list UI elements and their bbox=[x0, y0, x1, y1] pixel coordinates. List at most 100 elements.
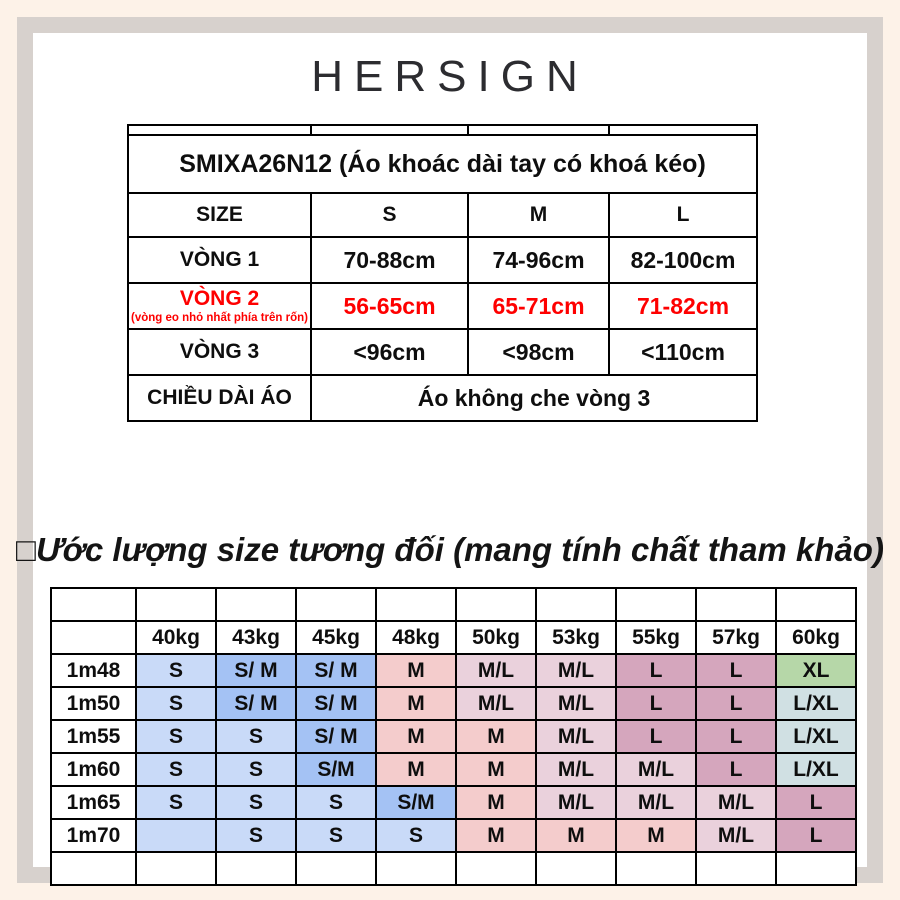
grid-tick bbox=[695, 587, 777, 622]
measure-row-label: VÒNG 1 bbox=[127, 236, 312, 284]
measure-value: <98cm bbox=[467, 328, 610, 376]
weight-column-header: 57kg bbox=[695, 620, 777, 655]
size-column-header: M bbox=[467, 192, 610, 238]
grid-tick bbox=[135, 851, 217, 886]
height-row-label: 1m70 bbox=[50, 818, 137, 853]
size-estimate-cell: S/ M bbox=[215, 686, 297, 721]
height-row-label: 1m65 bbox=[50, 785, 137, 820]
size-estimate-cell: M bbox=[455, 818, 537, 853]
size-estimate-cell: S bbox=[135, 785, 217, 820]
size-estimate-cell: L bbox=[695, 653, 777, 688]
measure-label-text: VÒNG 3 bbox=[179, 340, 260, 363]
size-estimate-cell: L/XL bbox=[775, 686, 857, 721]
size-estimate-cell: S/ M bbox=[215, 653, 297, 688]
size-spec-table-body: SMIXA26N12 (Áo khoác dài tay có khoá kéo… bbox=[127, 124, 758, 422]
measure-value: 65-71cm bbox=[467, 282, 610, 330]
grid-artifact-row bbox=[50, 587, 857, 622]
spec-data-row: VÒNG 2 (vòng eo nhỏ nhất phía trên rốn) 56… bbox=[127, 282, 758, 330]
size-estimate-cell: L/XL bbox=[775, 719, 857, 754]
grid-tick bbox=[50, 851, 137, 886]
size-estimate-cell: S bbox=[135, 719, 217, 754]
height-row-label: 1m55 bbox=[50, 719, 137, 754]
grid-tick bbox=[455, 851, 537, 886]
height-row-label: 1m60 bbox=[50, 752, 137, 787]
size-estimate-cell: S/ M bbox=[295, 719, 377, 754]
size-estimate-cell: M bbox=[455, 785, 537, 820]
size-estimate-cell: S bbox=[135, 686, 217, 721]
size-estimate-cell: S/M bbox=[295, 752, 377, 787]
grid-tick bbox=[775, 587, 857, 622]
size-estimate-cell: S/ M bbox=[295, 686, 377, 721]
size-estimate-cell: M bbox=[615, 818, 697, 853]
grid-artifact-row bbox=[50, 851, 857, 886]
grid-tick bbox=[50, 587, 137, 622]
grid-tick bbox=[215, 851, 297, 886]
size-estimate-table: 40kg 43kg 45kg 48kg 50kg 53kg 55kg 57kg 60kg 1m48… bbox=[50, 587, 857, 886]
measure-value: 74-96cm bbox=[467, 236, 610, 284]
size-estimate-cell: S/ M bbox=[295, 653, 377, 688]
size-estimate-cell: S/M bbox=[375, 785, 457, 820]
grid-tick bbox=[535, 587, 617, 622]
size-estimate-cell: M bbox=[375, 719, 457, 754]
estimate-data-row: 1m50 S S/ M S/ M M M/L M/L L L L/XL bbox=[50, 686, 857, 721]
grid-tick bbox=[310, 124, 469, 136]
size-estimate-cell: M/L bbox=[695, 818, 777, 853]
size-estimate-cell: L bbox=[695, 752, 777, 787]
spec-data-row: VÒNG 3 <96cm <98cm <110cm bbox=[127, 328, 758, 376]
size-estimate-cell: M/L bbox=[455, 653, 537, 688]
size-estimate-cell: S bbox=[135, 653, 217, 688]
size-estimate-cell: L bbox=[615, 653, 697, 688]
size-estimate-cell bbox=[135, 818, 217, 853]
measure-label-text: VÒNG 1 bbox=[179, 248, 260, 271]
spec-length-row: CHIỀU DÀI ÁO Áo không che vòng 3 bbox=[127, 374, 758, 422]
grid-tick bbox=[535, 851, 617, 886]
size-estimate-cell: M bbox=[455, 719, 537, 754]
corner-cell bbox=[50, 620, 137, 655]
estimate-title: □Ước lượng size tương đối (mang tính chấ… bbox=[16, 531, 884, 568]
weight-column-header: 50kg bbox=[455, 620, 537, 655]
spec-table-title: SMIXA26N12 (Áo khoác dài tay có khoá kéo… bbox=[127, 134, 758, 194]
grid-tick bbox=[127, 124, 312, 136]
size-estimate-cell: M/L bbox=[535, 719, 617, 754]
estimate-data-row: 1m48 S S/ M S/ M M M/L M/L L L XL bbox=[50, 653, 857, 688]
spec-header-row: SIZE S M L bbox=[127, 192, 758, 238]
weight-column-header: 45kg bbox=[295, 620, 377, 655]
grid-tick bbox=[695, 851, 777, 886]
size-estimate-cell: S bbox=[215, 785, 297, 820]
grid-tick bbox=[135, 587, 217, 622]
size-estimate-cell: L bbox=[775, 785, 857, 820]
size-estimate-cell: S bbox=[135, 752, 217, 787]
height-row-label: 1m50 bbox=[50, 686, 137, 721]
estimate-data-row: 1m55 S S S/ M M M M/L L L L/XL bbox=[50, 719, 857, 754]
size-estimate-cell: M bbox=[455, 752, 537, 787]
size-estimate-cell: M/L bbox=[695, 785, 777, 820]
size-estimate-cell: L bbox=[615, 686, 697, 721]
size-estimate-cell: XL bbox=[775, 653, 857, 688]
grid-tick bbox=[615, 587, 697, 622]
grid-tick bbox=[608, 124, 758, 136]
weight-column-header: 43kg bbox=[215, 620, 297, 655]
size-estimate-cell: S bbox=[215, 719, 297, 754]
grid-artifact-row bbox=[127, 124, 758, 136]
size-estimate-cell: M/L bbox=[535, 686, 617, 721]
size-estimate-cell: L bbox=[695, 686, 777, 721]
size-estimate-cell: S bbox=[295, 818, 377, 853]
size-estimate-cell: M/L bbox=[535, 752, 617, 787]
size-estimate-cell: L bbox=[695, 719, 777, 754]
weight-column-header: 48kg bbox=[375, 620, 457, 655]
brand-logo: HERSIGN bbox=[311, 52, 589, 101]
size-estimate-cell: M/L bbox=[535, 653, 617, 688]
size-column-header: S bbox=[310, 192, 469, 238]
measure-row-label: VÒNG 3 bbox=[127, 328, 312, 376]
measure-label-text: VÒNG 2 bbox=[179, 287, 260, 311]
size-estimate-cell: S bbox=[215, 752, 297, 787]
size-estimate-cell: L bbox=[775, 818, 857, 853]
weight-column-header: 60kg bbox=[775, 620, 857, 655]
size-column-header: L bbox=[608, 192, 758, 238]
grid-tick bbox=[615, 851, 697, 886]
measure-value: <110cm bbox=[608, 328, 758, 376]
size-estimate-cell: S bbox=[215, 818, 297, 853]
size-estimate-cell: M/L bbox=[615, 785, 697, 820]
estimate-data-row: 1m65 S S S S/M M M/L M/L M/L L bbox=[50, 785, 857, 820]
